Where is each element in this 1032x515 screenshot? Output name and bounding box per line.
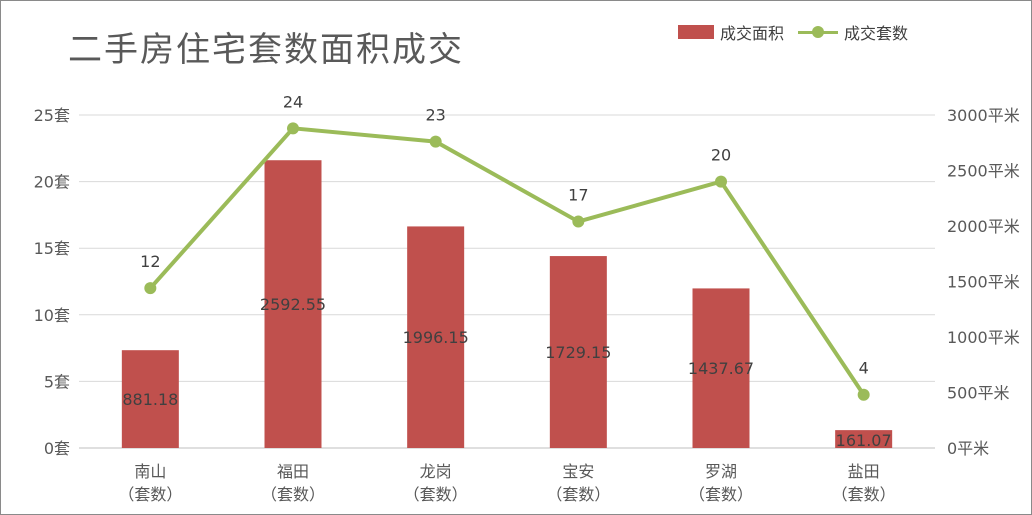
series-line [148,126,866,396]
line-data-label: 4 [859,359,869,378]
right-axis-tick-label: 500平米 [947,384,1010,403]
line-data-label: 12 [140,252,160,271]
line-data-label: 24 [283,92,303,111]
left-axis-tick-label: 15套 [34,239,70,258]
bar [835,430,893,448]
legend-item-count: 成交套数 [798,20,908,44]
bar-series-area [121,160,893,449]
line-point [429,135,442,148]
gridlines [79,114,935,449]
x-axis-tick-label: 南山 [134,462,166,481]
right-axis-tick-label: 1000平米 [947,328,1020,347]
line-point [144,282,157,295]
left-axis: 0套 5套 10套 15套 20套 25套 [34,106,70,458]
line-series-count [144,122,870,401]
right-axis-tick-label: 3000平米 [947,106,1020,125]
left-axis-tick-label: 20套 [34,173,70,192]
line-point [572,215,585,228]
line-data-labels: 12 24 23 17 20 4 [140,92,869,377]
x-axis-tick-label: 盐田 [848,462,880,481]
right-axis-tick-label: 1500平米 [947,273,1020,292]
bar [407,226,465,448]
bar-data-label: 1996.15 [403,328,469,347]
legend-swatch-count [798,25,839,39]
x-axis-tick-label: 宝安 [562,462,594,481]
bar-data-label: 161.07 [836,431,892,450]
x-axis-tick-label: （套数） [404,485,468,504]
x-axis-tick-label: （套数） [546,485,610,504]
right-axis-tick-label: 2500平米 [947,162,1020,181]
legend-item-area: 成交面积 [678,20,784,44]
bar-data-label: 881.18 [122,390,178,409]
x-axis-tick-label: 罗湖 [705,462,737,481]
left-axis-tick-label: 5套 [44,372,70,391]
bar-data-label: 1437.67 [688,359,754,378]
legend-swatch-area [678,25,714,39]
left-axis-tick-label: 25套 [34,106,70,125]
line-point [287,122,299,135]
x-axis-tick-label: 福田 [277,462,309,481]
bar-data-label: 1729.15 [545,343,611,362]
left-axis-tick-label: 10套 [34,306,70,325]
x-axis-tick-label: （套数） [118,485,182,504]
bar [692,288,750,448]
x-axis-tick-label: （套数） [832,485,896,504]
left-axis-tick-label: 0套 [44,439,70,458]
x-axis-tick-label: （套数） [261,485,325,504]
line-data-label: 17 [568,186,588,205]
chart-title: 二手房住宅套数面积成交 [68,30,464,70]
bar [264,160,322,449]
legend-label-area: 成交面积 [720,24,785,43]
x-axis-tick-label: （套数） [689,485,753,504]
legend: 成交面积 成交套数 [678,20,922,44]
line-point [857,388,870,401]
right-axis: 0平米 500平米 1000平米 1500平米 2000平米 2500平米 3000平米 [947,106,1020,458]
line-data-label: 23 [425,106,445,125]
line-data-label: 20 [711,146,731,165]
legend-label-count: 成交套数 [844,24,909,43]
bar-data-labels: 881.18 2592.55 1996.15 1729.15 1437.67 161.07 [122,295,891,450]
bar [549,256,607,448]
right-axis-tick-label: 0平米 [947,439,989,458]
bar [121,350,179,448]
right-axis-tick-label: 2000平米 [947,217,1020,236]
x-axis: 南山 （套数） 福田 （套数） 龙岗 （套数） 宝安 （套数） 罗湖 （套数） 盐田 （套数） [118,462,895,504]
bar-data-label: 2592.55 [260,295,326,314]
x-axis-tick-label: 龙岗 [420,462,452,481]
line-point [715,175,727,188]
